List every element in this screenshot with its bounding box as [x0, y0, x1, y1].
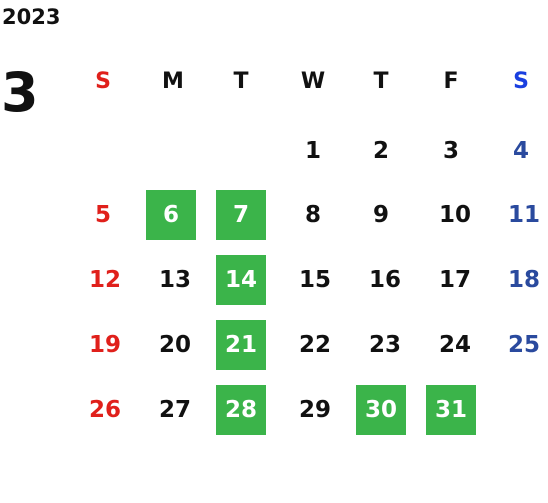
day-cell[interactable]: 29	[298, 397, 331, 423]
day-cell[interactable]: 20	[158, 332, 191, 358]
day-cell[interactable]: 24	[438, 332, 471, 358]
day-cell[interactable]: 13	[158, 267, 191, 293]
weekday-header-thu: T	[373, 68, 389, 94]
day-cell-highlighted[interactable]: 31	[426, 385, 476, 435]
day-cell[interactable]: 1	[304, 138, 321, 164]
day-cell-highlighted[interactable]: 21	[216, 320, 266, 370]
day-cell[interactable]: 17	[438, 267, 471, 293]
calendar-month: 3	[1, 61, 39, 124]
day-cell[interactable]: 26	[88, 397, 121, 423]
day-cell[interactable]: 9	[372, 202, 389, 228]
day-cell[interactable]: 8	[304, 202, 321, 228]
weekday-header-mon: M	[162, 68, 184, 94]
day-cell[interactable]: 3	[442, 138, 459, 164]
day-cell[interactable]: 15	[298, 267, 331, 293]
day-cell[interactable]: 23	[368, 332, 401, 358]
weekday-header-fri: F	[443, 68, 459, 94]
day-cell[interactable]: 22	[298, 332, 331, 358]
day-cell[interactable]: 16	[368, 267, 401, 293]
day-cell[interactable]: 5	[94, 202, 111, 228]
weekday-header-sun: S	[95, 68, 111, 94]
day-cell[interactable]: 27	[158, 397, 191, 423]
day-cell[interactable]: 18	[507, 267, 540, 293]
day-cell[interactable]: 10	[438, 202, 471, 228]
weekday-header-wed: W	[300, 68, 326, 94]
weekday-header-sat: S	[513, 68, 529, 94]
weekday-header-tue: T	[233, 68, 249, 94]
day-cell[interactable]: 12	[88, 267, 121, 293]
day-cell-highlighted[interactable]: 7	[216, 190, 266, 240]
day-cell[interactable]: 2	[372, 138, 389, 164]
day-cell-highlighted[interactable]: 14	[216, 255, 266, 305]
calendar-year: 2023	[2, 5, 61, 29]
day-cell[interactable]: 11	[507, 202, 540, 228]
day-cell-highlighted[interactable]: 28	[216, 385, 266, 435]
day-cell[interactable]: 25	[507, 332, 540, 358]
day-cell[interactable]: 19	[88, 332, 121, 358]
day-cell[interactable]: 4	[512, 138, 529, 164]
day-cell-highlighted[interactable]: 30	[356, 385, 406, 435]
day-cell-highlighted[interactable]: 6	[146, 190, 196, 240]
